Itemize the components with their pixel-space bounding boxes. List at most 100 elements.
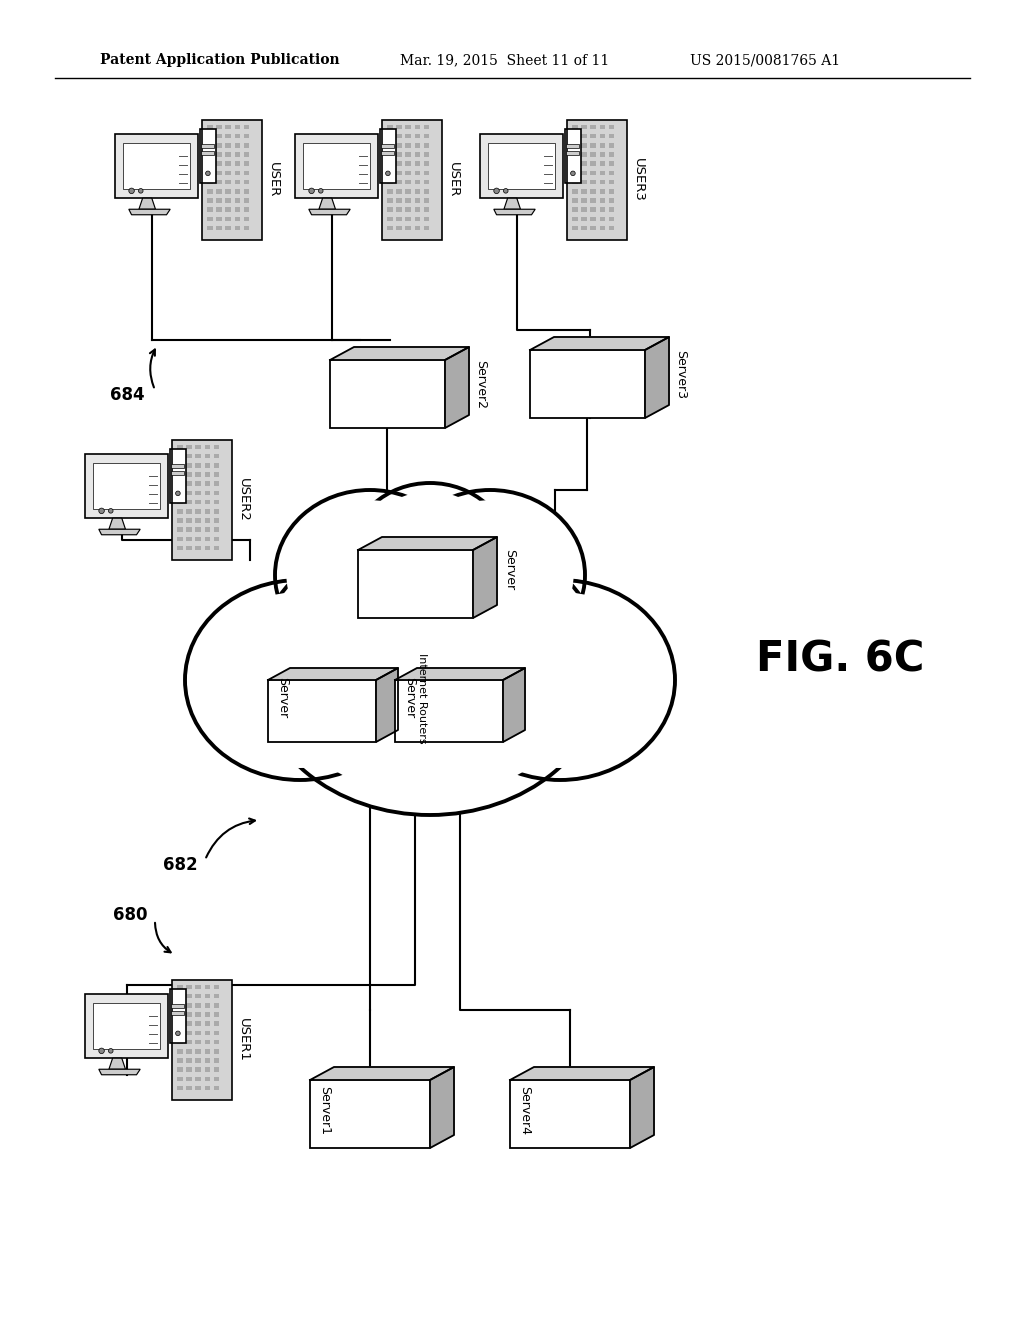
Bar [171, 465, 184, 467]
Bar [609, 152, 614, 157]
Bar [609, 180, 614, 185]
Bar [214, 473, 219, 477]
Bar [572, 207, 578, 213]
Text: FIG. 6C: FIG. 6C [756, 639, 925, 681]
Bar [234, 198, 240, 203]
Bar [572, 170, 578, 176]
Bar [609, 198, 614, 203]
Bar [205, 1031, 210, 1035]
Bar [406, 133, 411, 139]
Bar [202, 150, 214, 154]
Bar [177, 491, 182, 495]
Bar [177, 537, 182, 541]
Bar [582, 226, 587, 231]
Bar [196, 445, 201, 449]
Bar [202, 144, 214, 148]
Bar [591, 216, 596, 222]
Polygon shape [494, 210, 536, 215]
Bar [196, 1012, 201, 1016]
Bar [488, 143, 555, 189]
Bar [203, 120, 262, 240]
Bar [214, 445, 219, 449]
Bar [244, 216, 249, 222]
Bar [424, 216, 429, 222]
Bar [207, 189, 213, 194]
Bar [406, 216, 411, 222]
Bar [572, 180, 578, 185]
Bar [214, 1012, 219, 1016]
Bar [196, 473, 201, 477]
Bar [170, 989, 186, 1043]
Bar [244, 180, 249, 185]
Bar [387, 161, 392, 166]
Bar [196, 491, 201, 495]
Bar [207, 133, 213, 139]
Circle shape [176, 1031, 180, 1036]
Bar [186, 1012, 191, 1016]
Bar [177, 1068, 182, 1072]
Polygon shape [395, 668, 525, 680]
Bar [406, 161, 411, 166]
Bar [424, 170, 429, 176]
Bar [406, 170, 411, 176]
Bar [600, 189, 605, 194]
Bar [177, 1059, 182, 1063]
Circle shape [206, 172, 210, 176]
Bar [186, 1068, 191, 1072]
Circle shape [386, 172, 390, 176]
Bar [582, 180, 587, 185]
Ellipse shape [255, 525, 605, 814]
Bar [196, 510, 201, 513]
Polygon shape [330, 347, 469, 360]
Polygon shape [445, 347, 469, 428]
Bar [382, 120, 442, 240]
Bar [234, 189, 240, 194]
Bar [216, 161, 222, 166]
Ellipse shape [185, 579, 415, 780]
Bar [214, 1049, 219, 1053]
Bar [406, 198, 411, 203]
Polygon shape [630, 1067, 654, 1148]
Text: Server1: Server1 [318, 1085, 331, 1134]
Polygon shape [376, 668, 398, 742]
Bar [396, 198, 401, 203]
Ellipse shape [459, 591, 662, 768]
Bar [591, 180, 596, 185]
Bar [85, 454, 168, 519]
Ellipse shape [359, 491, 501, 618]
Bar [205, 1022, 210, 1026]
Bar [177, 454, 182, 458]
Bar [225, 189, 231, 194]
Bar [406, 124, 411, 129]
Circle shape [129, 187, 134, 194]
Bar [214, 545, 219, 550]
Bar [214, 1068, 219, 1072]
Bar [234, 226, 240, 231]
Bar [186, 482, 191, 486]
Bar [177, 994, 182, 998]
Bar [214, 1059, 219, 1063]
Polygon shape [98, 529, 140, 535]
Bar [600, 143, 605, 148]
Bar [177, 1086, 182, 1090]
Bar [234, 170, 240, 176]
Bar [582, 161, 587, 166]
Text: Server: Server [403, 677, 416, 718]
Bar [177, 482, 182, 486]
Polygon shape [129, 210, 170, 215]
Bar [196, 528, 201, 532]
Ellipse shape [199, 591, 401, 768]
Bar [177, 1077, 182, 1081]
Bar [207, 161, 213, 166]
Bar [214, 463, 219, 467]
Polygon shape [510, 1067, 654, 1080]
Polygon shape [645, 337, 669, 418]
Bar [216, 189, 222, 194]
Bar [244, 226, 249, 231]
Bar [572, 143, 578, 148]
Circle shape [98, 508, 104, 513]
Bar [196, 1086, 201, 1090]
Polygon shape [139, 198, 156, 210]
Polygon shape [310, 1067, 454, 1080]
Bar [177, 1003, 182, 1007]
